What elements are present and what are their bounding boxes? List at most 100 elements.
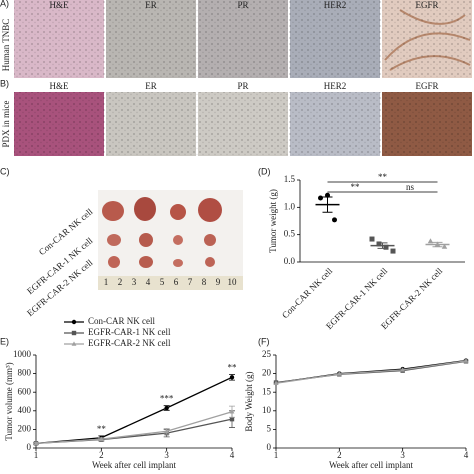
column-label: H&E: [50, 0, 70, 10]
annotation: **: [351, 182, 361, 192]
x-tick-label: EGFR-CAR-2 NK cell: [379, 265, 445, 331]
ruler-number: 7: [188, 277, 193, 287]
ruler-number: 1: [104, 277, 109, 287]
panel-label: E): [0, 336, 9, 346]
data-point: [376, 241, 382, 247]
data-point: [383, 244, 389, 250]
y-tick-label: 1.0: [284, 201, 296, 211]
data-point: [33, 440, 39, 446]
y-tick-label: 200: [18, 423, 32, 433]
y-tick-label: 1000: [13, 349, 32, 359]
ruler-number: 9: [216, 277, 221, 287]
error-bar: [432, 241, 443, 248]
series-line: [35, 376, 233, 444]
y-tick-label: 20: [262, 368, 272, 378]
data-point: [463, 358, 469, 363]
legend-marker: [71, 341, 77, 346]
data-point: [332, 217, 337, 223]
y-tick-label: 400: [18, 405, 32, 415]
x-axis-label: Week after cell implant: [92, 460, 176, 470]
column-label: HER2: [324, 0, 347, 10]
annotation: **: [228, 363, 238, 373]
y-axis-label: Tumor weight (g): [268, 189, 278, 253]
ruler-number: 6: [174, 277, 179, 287]
x-tick-label: 1: [34, 450, 39, 460]
x-tick-label: EGFR-CAR-1 NK cell: [324, 265, 390, 331]
x-tick-label: Con-CAR NK cell: [280, 265, 335, 320]
data-point: [400, 367, 406, 372]
x-tick-label: 4: [230, 450, 235, 460]
column-label: ER: [145, 81, 157, 91]
x-tick-label: 1: [274, 450, 279, 460]
panel-label: (F): [258, 336, 270, 346]
x-tick-label: 4: [464, 450, 469, 460]
data-point: [427, 238, 434, 244]
legend-label: EGFR-CAR-2 NK cell: [88, 338, 171, 348]
column-label: PR: [237, 81, 248, 91]
histology-row-b: [14, 92, 472, 156]
data-point: [441, 243, 448, 249]
x-tick-label: 2: [99, 450, 104, 460]
data-point: [390, 248, 396, 254]
legend-marker: [71, 319, 77, 325]
panel-label: B): [0, 78, 9, 88]
data-point: [164, 428, 170, 434]
ruler-number: 5: [160, 277, 165, 287]
y-tick-label: 0.0: [284, 256, 296, 266]
data-point: [318, 195, 323, 201]
y-tick-label: 15: [262, 386, 272, 396]
y-tick-label: 0: [27, 442, 32, 452]
legend-label: EGFR-CAR-1 NK cell: [88, 327, 171, 337]
y-tick-label: 0: [267, 442, 272, 452]
x-tick-label: 2: [337, 450, 342, 460]
data-point: [336, 371, 342, 376]
x-axis-label: Week after cell implant: [329, 460, 413, 470]
error-bar: [377, 242, 388, 249]
x-tick-label: 3: [164, 450, 169, 460]
y-tick-label: 1.5: [284, 174, 296, 184]
data-point: [273, 380, 279, 386]
data-point: [229, 409, 235, 414]
x-tick-label: 3: [400, 450, 405, 460]
panel-label: A): [0, 0, 9, 8]
ruler-number: 2: [118, 277, 123, 287]
column-label: ER: [145, 0, 157, 10]
row-label: Human TNBC: [1, 19, 11, 72]
error-bar: [322, 196, 333, 213]
annotation: **: [97, 424, 107, 434]
data-point: [164, 405, 169, 411]
annotation: ns: [406, 182, 415, 192]
histology-row-a: [14, 0, 472, 78]
ruler-number: 8: [202, 277, 207, 287]
legend-label: Con-CAR NK cell: [88, 316, 155, 326]
annotation: ***: [160, 394, 174, 404]
y-tick-label: 600: [18, 386, 32, 396]
series-line: [35, 411, 233, 444]
y-tick-label: 10: [262, 405, 272, 415]
column-label: PR: [237, 0, 248, 10]
data-point: [229, 416, 235, 422]
data-point: [229, 375, 235, 380]
data-point: [98, 436, 104, 441]
series-line: [275, 360, 467, 384]
legend-marker: [71, 330, 77, 336]
panel-label: C): [0, 166, 10, 176]
tumor-photo: [98, 190, 243, 290]
ruler-number: 10: [228, 277, 238, 287]
annotation: **: [378, 172, 388, 182]
y-axis-label: Tumor volume (mm³): [4, 362, 14, 440]
data-point: [369, 236, 375, 242]
column-label: H&E: [50, 81, 70, 91]
column-label: EGFR: [415, 81, 438, 91]
y-axis-label: Body Weight (g): [244, 371, 254, 431]
panel-label: (D): [258, 166, 271, 176]
y-tick-label: 800: [18, 368, 32, 378]
row-label: PDX in mice: [1, 100, 11, 147]
y-tick-label: 5: [267, 423, 272, 433]
y-tick-label: 0.5: [284, 229, 296, 239]
ruler-number: 3: [132, 277, 137, 287]
column-label: EGFR: [415, 0, 438, 10]
column-label: HER2: [324, 81, 347, 91]
y-tick-label: 25: [262, 349, 272, 359]
